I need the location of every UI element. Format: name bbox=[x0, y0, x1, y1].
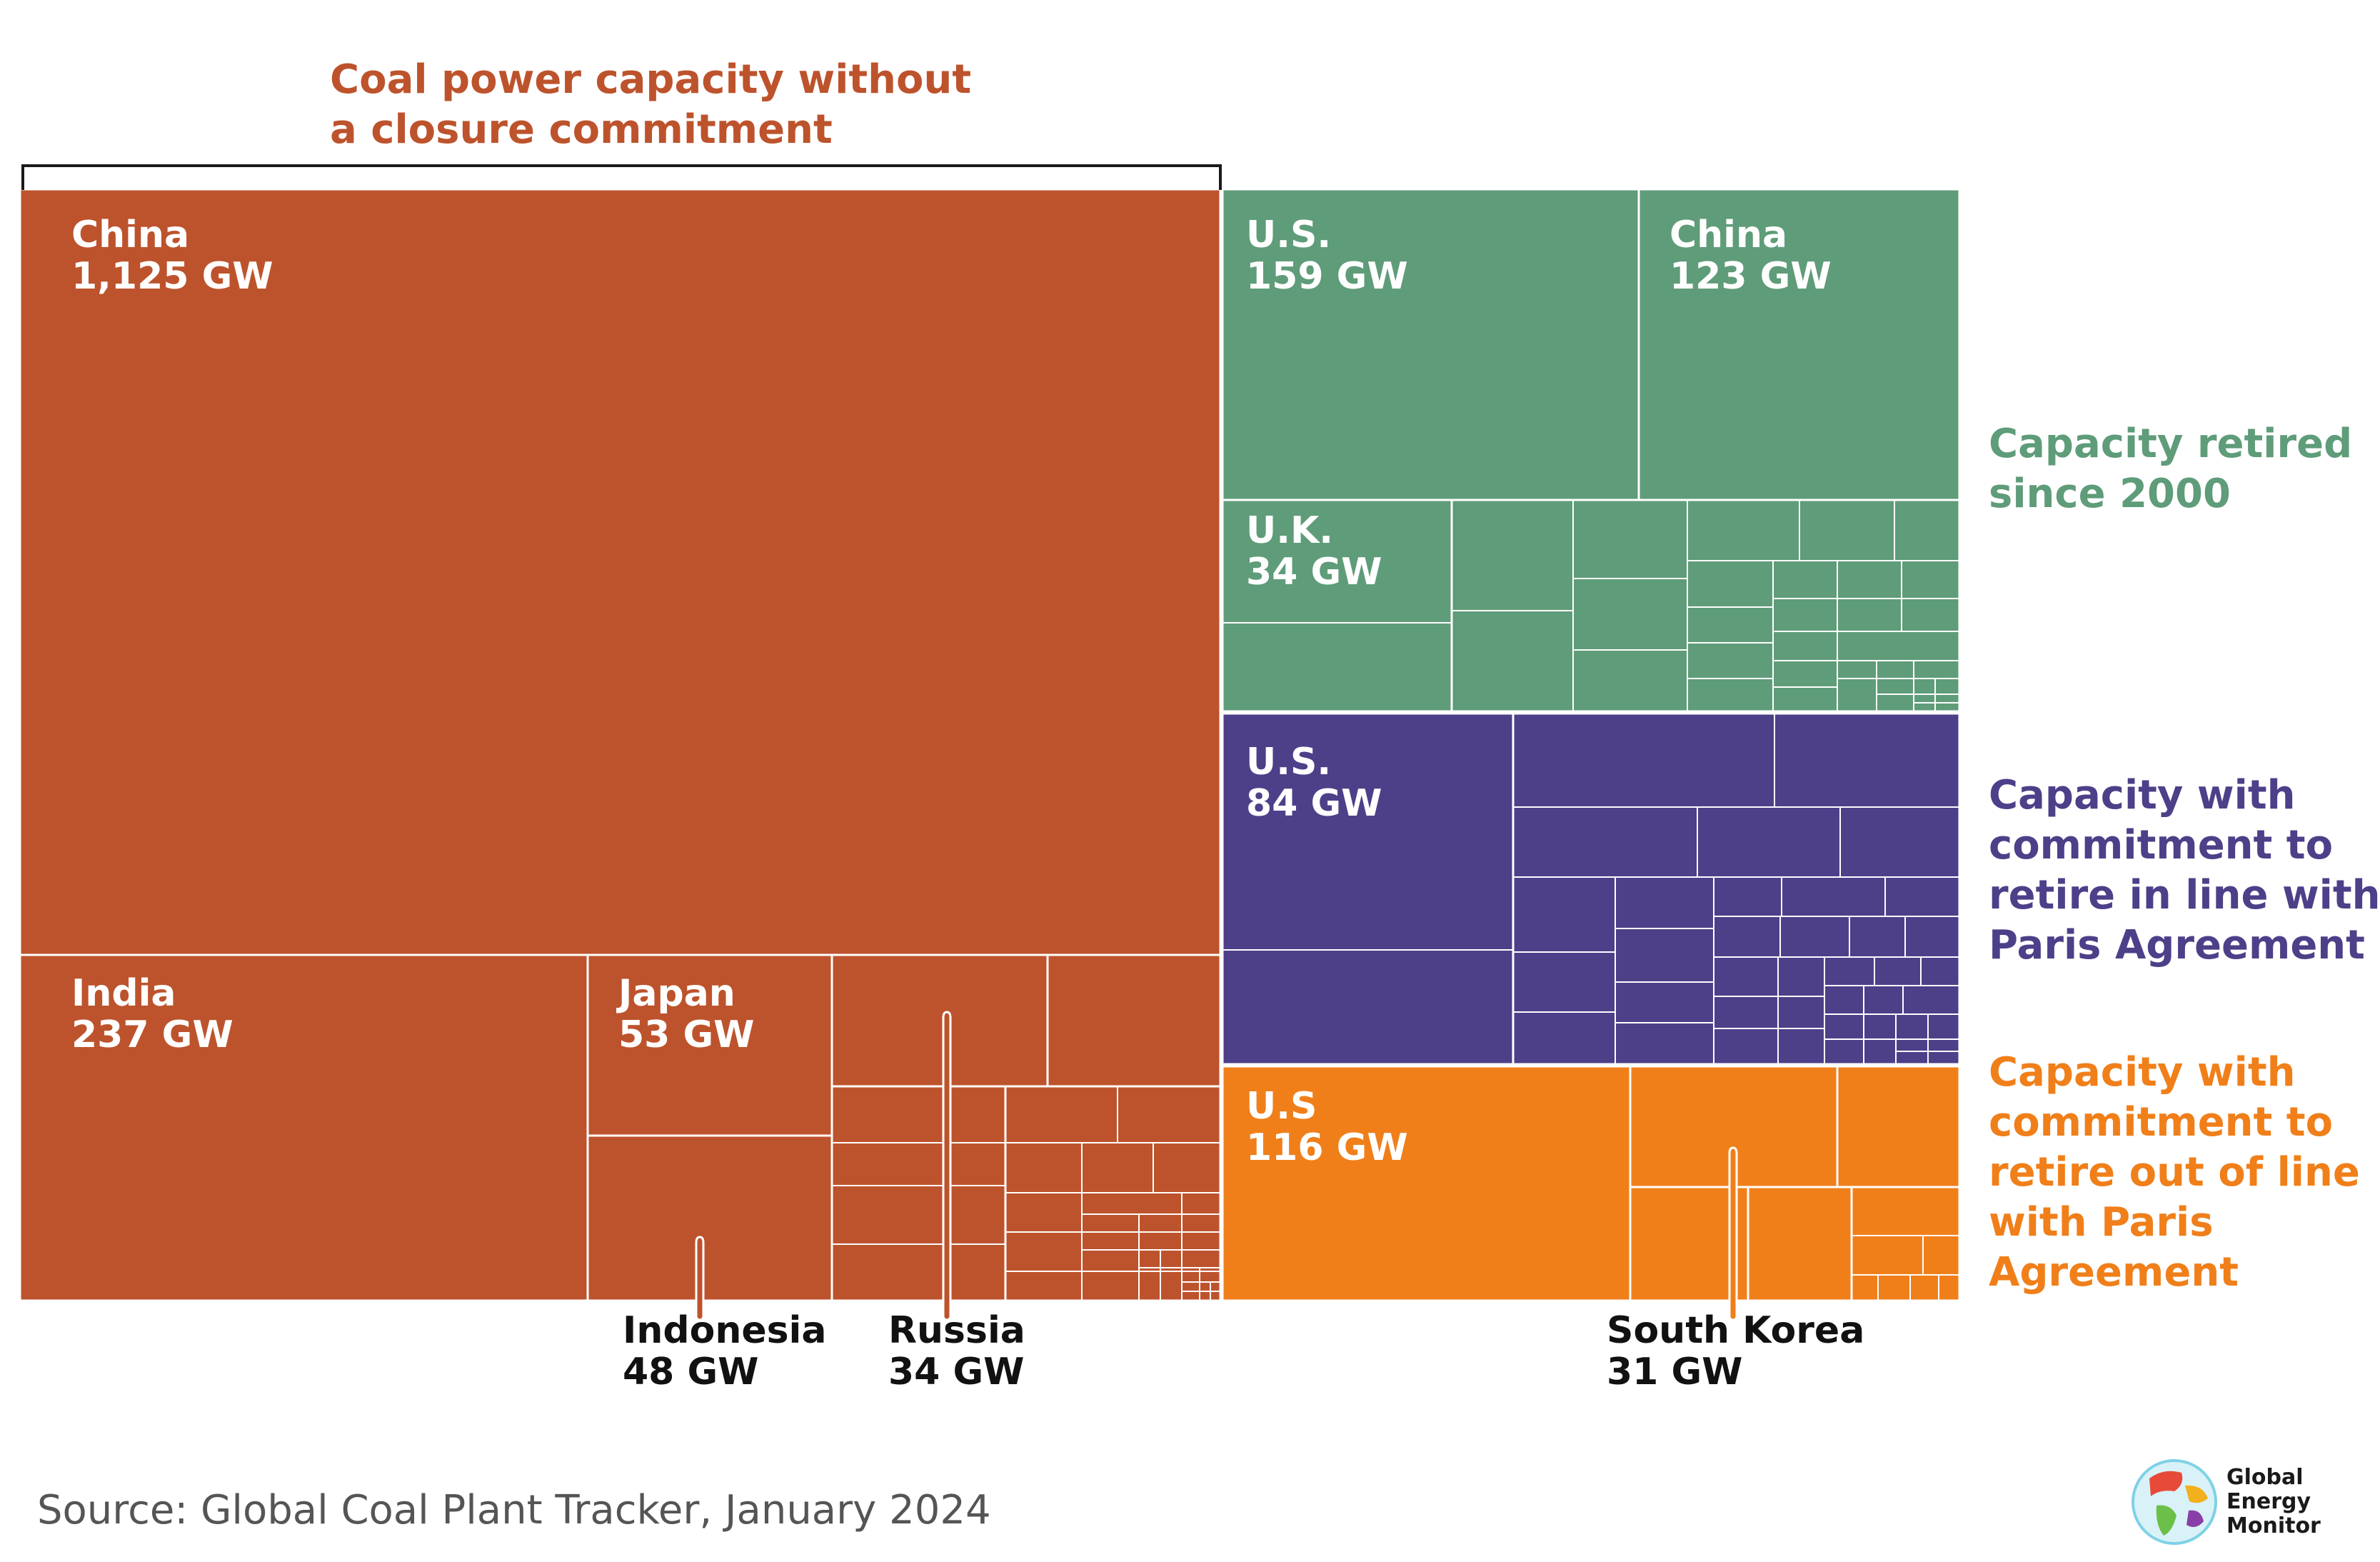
tile-subdivision-lines bbox=[1222, 500, 1959, 711]
category-label-paris-line4: Paris Agreement bbox=[1989, 922, 2365, 968]
label-us-out-of-line: U.S bbox=[1246, 1085, 1317, 1128]
tile-small bbox=[1836, 1065, 1961, 1188]
tile-us-out-of-line bbox=[1221, 1065, 1632, 1302]
category-label-out-of-line-line3: retire out of line bbox=[1989, 1149, 2360, 1196]
tile-labels: China 1,125 GW India 237 GW Japan 53 GW … bbox=[71, 214, 1832, 1169]
value-japan: 53 GW bbox=[618, 1013, 755, 1056]
group-paris bbox=[1221, 712, 1961, 1066]
category-label-out-of-line-line1: Capacity with bbox=[1989, 1049, 2296, 1096]
label-india: India bbox=[71, 972, 176, 1015]
tile-small bbox=[830, 953, 1049, 1088]
category-label-paris-line2: commitment to bbox=[1989, 822, 2333, 868]
value-india: 237 GW bbox=[71, 1013, 234, 1056]
logo-text-line1: Global bbox=[2226, 1465, 2304, 1490]
label-south-korea: South Korea bbox=[1607, 1309, 1864, 1352]
logo: Global Energy Monitor bbox=[2132, 1459, 2321, 1545]
value-china-no-commitment: 1,125 GW bbox=[71, 255, 273, 298]
outside-labels: Indonesia 48 GW Russia 34 GW South Korea… bbox=[623, 1309, 1864, 1393]
tile-us-paris bbox=[1221, 712, 1515, 1066]
label-china-no-commitment: China bbox=[71, 214, 189, 256]
tile-uk-retired bbox=[1221, 499, 1453, 713]
category-label-out-of-line-line4: with Paris bbox=[1989, 1199, 2214, 1246]
label-us-retired: U.S. bbox=[1246, 214, 1331, 256]
label-japan: Japan bbox=[616, 972, 735, 1015]
tile-small bbox=[1747, 1186, 1853, 1302]
value-uk-retired: 34 GW bbox=[1246, 551, 1382, 594]
value-russia: 34 GW bbox=[888, 1351, 1025, 1393]
category-label-out-of-line-line2: commitment to bbox=[1989, 1099, 2333, 1146]
group-no-commitment bbox=[19, 188, 1222, 1302]
category-label-paris-line3: retire in line with bbox=[1989, 872, 2380, 918]
tile-small bbox=[1046, 953, 1222, 1088]
value-us-out-of-line: 116 GW bbox=[1246, 1126, 1408, 1169]
tile-japan bbox=[586, 953, 833, 1137]
label-indonesia: Indonesia bbox=[623, 1309, 826, 1352]
category-label-no-commitment-line2: a closure commitment bbox=[330, 106, 833, 153]
source-note: Source: Global Coal Plant Tracker, Janua… bbox=[37, 1487, 991, 1533]
tile-russia bbox=[830, 1085, 1007, 1302]
category-label-retired-line2: since 2000 bbox=[1989, 471, 2231, 517]
category-label-retired-line1: Capacity retired bbox=[1989, 421, 2352, 467]
value-south-korea: 31 GW bbox=[1607, 1351, 1743, 1393]
category-label-no-commitment-line1: Coal power capacity without bbox=[330, 56, 971, 103]
tile-subdivision-lines bbox=[1222, 714, 1959, 1064]
tile-india bbox=[19, 953, 589, 1302]
tile-small-cluster bbox=[1450, 499, 1961, 713]
group-out-of-line bbox=[1221, 1065, 1961, 1302]
logo-text-line2: Energy bbox=[2226, 1489, 2311, 1514]
label-us-paris: U.S. bbox=[1246, 741, 1331, 783]
category-label-out-of-line-line5: Agreement bbox=[1989, 1249, 2239, 1296]
tile-indonesia bbox=[586, 1134, 833, 1302]
tile-us-retired bbox=[1221, 188, 1640, 501]
category-label-paris-line1: Capacity with bbox=[1989, 772, 2296, 818]
globe-icon bbox=[2132, 1459, 2217, 1545]
label-russia: Russia bbox=[888, 1309, 1025, 1352]
tile-small-cluster bbox=[1850, 1186, 1961, 1302]
value-indonesia: 48 GW bbox=[623, 1351, 759, 1393]
group-retired bbox=[1221, 188, 1961, 713]
category-labels: Coal power capacity without a closure co… bbox=[330, 56, 2380, 1296]
label-china-retired: China bbox=[1669, 214, 1787, 256]
tile-china-no-commitment bbox=[19, 188, 1222, 956]
value-us-retired: 159 GW bbox=[1246, 255, 1408, 298]
label-uk-retired: U.K. bbox=[1246, 509, 1333, 552]
tile-subdivision-lines bbox=[1852, 1235, 1959, 1301]
group-bracket bbox=[21, 164, 1222, 190]
value-us-paris: 84 GW bbox=[1246, 782, 1382, 825]
leader-lines bbox=[695, 1011, 1738, 1319]
value-china-retired: 123 GW bbox=[1669, 255, 1832, 298]
tile-china-retired bbox=[1637, 188, 1961, 501]
tile-subdivision-lines bbox=[832, 1086, 1220, 1301]
logo-text-line3: Monitor bbox=[2226, 1513, 2321, 1538]
